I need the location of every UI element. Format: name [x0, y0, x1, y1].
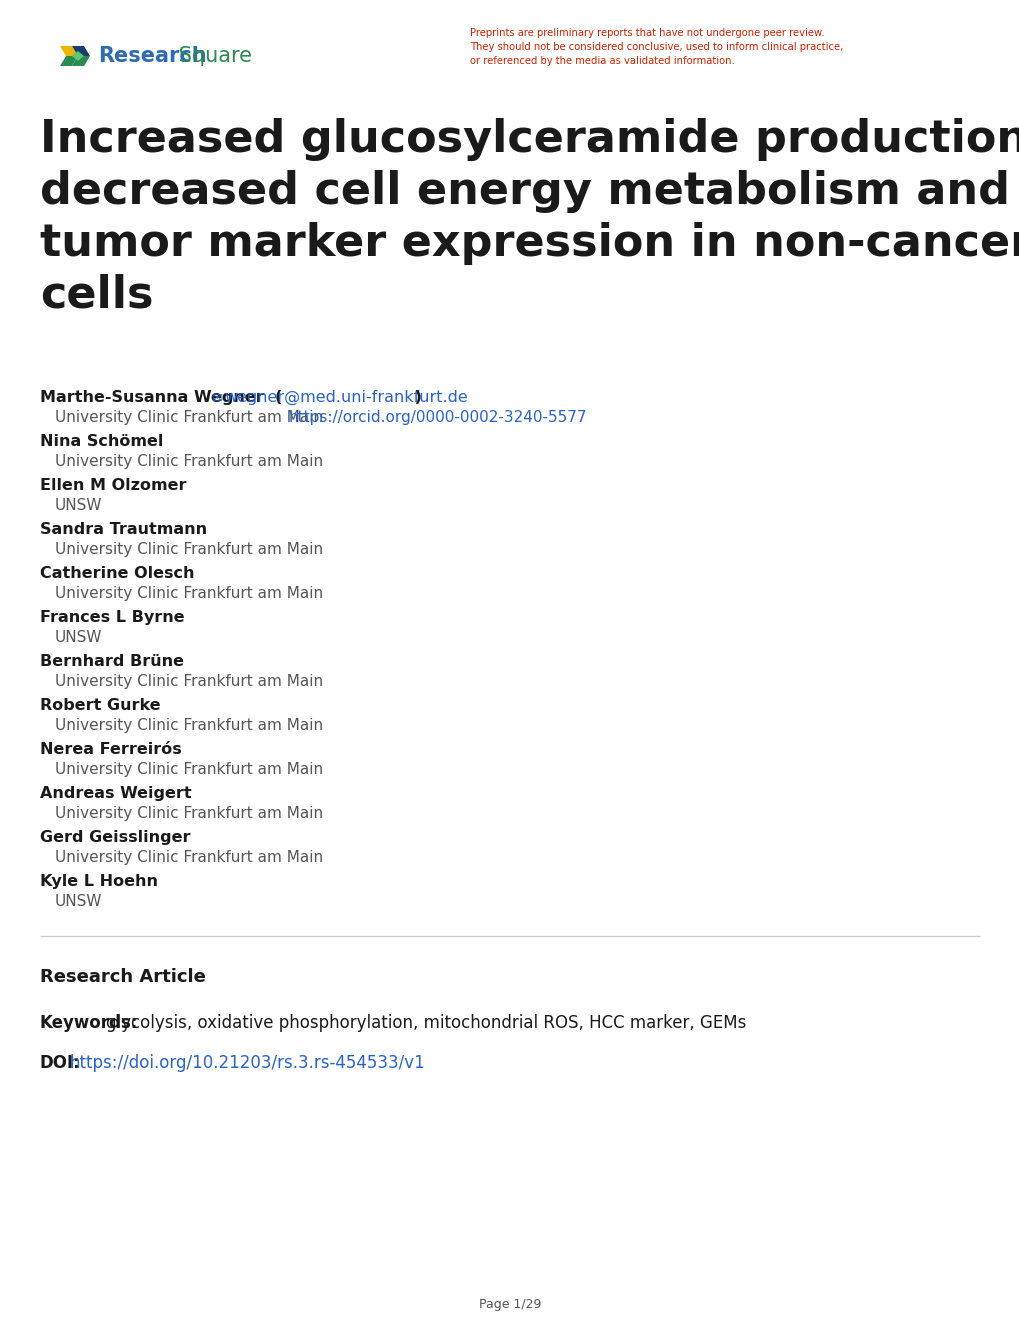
Text: ✉: ✉	[211, 391, 222, 404]
Text: Gerd Geisslinger: Gerd Geisslinger	[40, 830, 191, 845]
Text: Preprints are preliminary reports that have not undergone peer review.: Preprints are preliminary reports that h…	[470, 28, 823, 38]
Polygon shape	[72, 46, 90, 55]
Text: Nina Schömel: Nina Schömel	[40, 434, 163, 449]
Text: University Clinic Frankfurt am Main: University Clinic Frankfurt am Main	[55, 807, 323, 821]
Polygon shape	[60, 55, 77, 66]
Text: Marthe-Susanna Wegner  (: Marthe-Susanna Wegner (	[40, 389, 287, 405]
Text: Ellen M Olzomer: Ellen M Olzomer	[40, 478, 186, 492]
Text: https://orcid.org/0000-0002-3240-5577: https://orcid.org/0000-0002-3240-5577	[288, 411, 586, 425]
Text: wegner@med.uni-frankfurt.de: wegner@med.uni-frankfurt.de	[224, 389, 468, 405]
Polygon shape	[72, 51, 84, 61]
Text: ): )	[409, 389, 422, 405]
Text: Frances L Byrne: Frances L Byrne	[40, 610, 184, 624]
Text: UNSW: UNSW	[55, 498, 102, 513]
Text: University Clinic Frankfurt am Main: University Clinic Frankfurt am Main	[55, 411, 323, 425]
Text: Robert Gurke: Robert Gurke	[40, 698, 160, 713]
Text: University Clinic Frankfurt am Main: University Clinic Frankfurt am Main	[55, 543, 323, 557]
Text: University Clinic Frankfurt am Main: University Clinic Frankfurt am Main	[55, 675, 323, 689]
Text: DOI:: DOI:	[40, 1053, 81, 1072]
Text: University Clinic Frankfurt am Main: University Clinic Frankfurt am Main	[55, 586, 323, 601]
Polygon shape	[72, 55, 90, 66]
Text: Keywords:: Keywords:	[40, 1014, 139, 1032]
Text: Square: Square	[172, 46, 252, 66]
Text: University Clinic Frankfurt am Main: University Clinic Frankfurt am Main	[55, 762, 323, 777]
Text: Page 1/29: Page 1/29	[478, 1298, 541, 1311]
Text: Bernhard Brüne: Bernhard Brüne	[40, 653, 183, 669]
Text: Catherine Olesch: Catherine Olesch	[40, 566, 195, 581]
Text: Nerea Ferreirós: Nerea Ferreirós	[40, 742, 181, 756]
Text: UNSW: UNSW	[55, 630, 102, 645]
Text: University Clinic Frankfurt am Main: University Clinic Frankfurt am Main	[55, 850, 323, 865]
Text: Kyle L Hoehn: Kyle L Hoehn	[40, 874, 158, 888]
Text: decreased cell energy metabolism and lowered: decreased cell energy metabolism and low…	[40, 170, 1019, 213]
Text: Research Article: Research Article	[40, 968, 206, 986]
Text: https://doi.org/10.21203/rs.3.rs-454533/v1: https://doi.org/10.21203/rs.3.rs-454533/…	[69, 1053, 425, 1072]
Text: Sandra Trautmann: Sandra Trautmann	[40, 521, 207, 537]
Text: University Clinic Frankfurt am Main: University Clinic Frankfurt am Main	[55, 454, 323, 469]
Text: Andreas Weigert: Andreas Weigert	[40, 785, 192, 801]
Text: Research: Research	[98, 46, 207, 66]
Text: UNSW: UNSW	[55, 894, 102, 909]
Text: Increased glucosylceramide production leads to: Increased glucosylceramide production le…	[40, 117, 1019, 161]
Text: cells: cells	[40, 275, 153, 317]
Text: glycolysis, oxidative phosphorylation, mitochondrial ROS, HCC marker, GEMs: glycolysis, oxidative phosphorylation, m…	[106, 1014, 746, 1032]
Text: University Clinic Frankfurt am Main: University Clinic Frankfurt am Main	[55, 718, 323, 733]
Text: They should not be considered conclusive, used to inform clinical practice,: They should not be considered conclusive…	[470, 42, 843, 51]
Text: tumor marker expression in non-cancerous liver: tumor marker expression in non-cancerous…	[40, 222, 1019, 265]
Polygon shape	[60, 46, 77, 55]
Text: or referenced by the media as validated information.: or referenced by the media as validated …	[470, 55, 734, 66]
